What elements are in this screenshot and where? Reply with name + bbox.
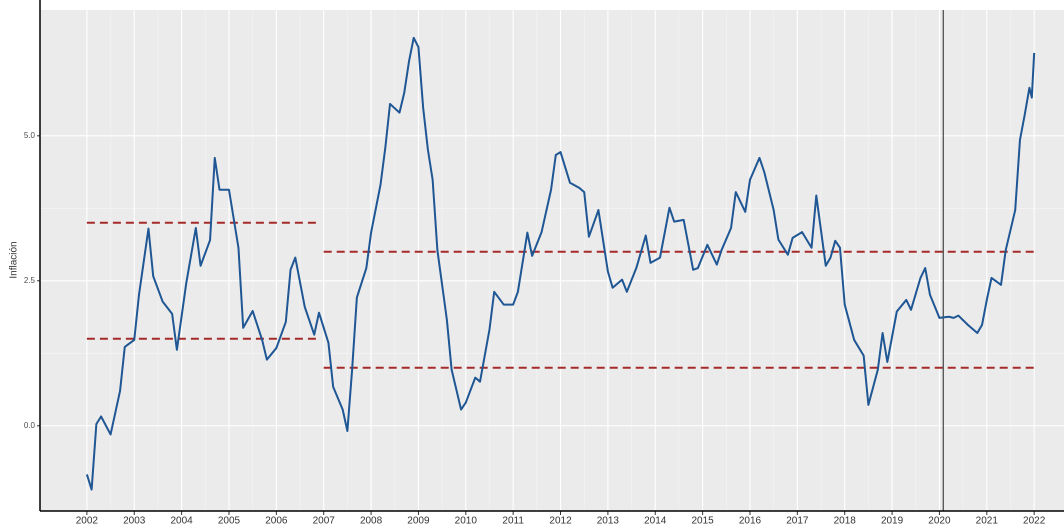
y-tick-label: 5.0 xyxy=(24,131,36,140)
x-tick-label: 2021 xyxy=(976,516,999,526)
x-tick-label: 2004 xyxy=(170,516,193,526)
x-tick-label: 2003 xyxy=(123,516,146,526)
x-tick-label: 2006 xyxy=(265,516,288,526)
x-tick-label: 2018 xyxy=(834,516,857,526)
x-tick-label: 2022 xyxy=(1023,516,1046,526)
x-tick-label: 2009 xyxy=(407,516,430,526)
plot-panel xyxy=(40,10,1064,511)
x-tick-label: 2012 xyxy=(549,516,572,526)
y-axis-title: Inflación xyxy=(9,241,20,278)
y-tick-label: 0.0 xyxy=(24,421,36,430)
x-tick-label: 2017 xyxy=(786,516,809,526)
x-tick-label: 2015 xyxy=(691,516,714,526)
data-line xyxy=(85,36,1036,491)
x-tick-label: 2008 xyxy=(360,516,383,526)
x-tick-label: 2011 xyxy=(502,516,524,526)
x-tick-label: 2020 xyxy=(928,516,951,526)
x-tick-label: 2019 xyxy=(881,516,904,526)
x-tick-label: 2002 xyxy=(76,516,99,526)
x-tick-label: 2007 xyxy=(313,516,336,526)
x-tick-label: 2014 xyxy=(644,516,667,526)
x-tick-label: 2005 xyxy=(218,516,241,526)
x-tick-label: 2016 xyxy=(739,516,762,526)
x-tick-label: 2013 xyxy=(597,516,620,526)
y-tick-label: 2.5 xyxy=(24,276,36,285)
x-tick-label: 2010 xyxy=(455,516,478,526)
